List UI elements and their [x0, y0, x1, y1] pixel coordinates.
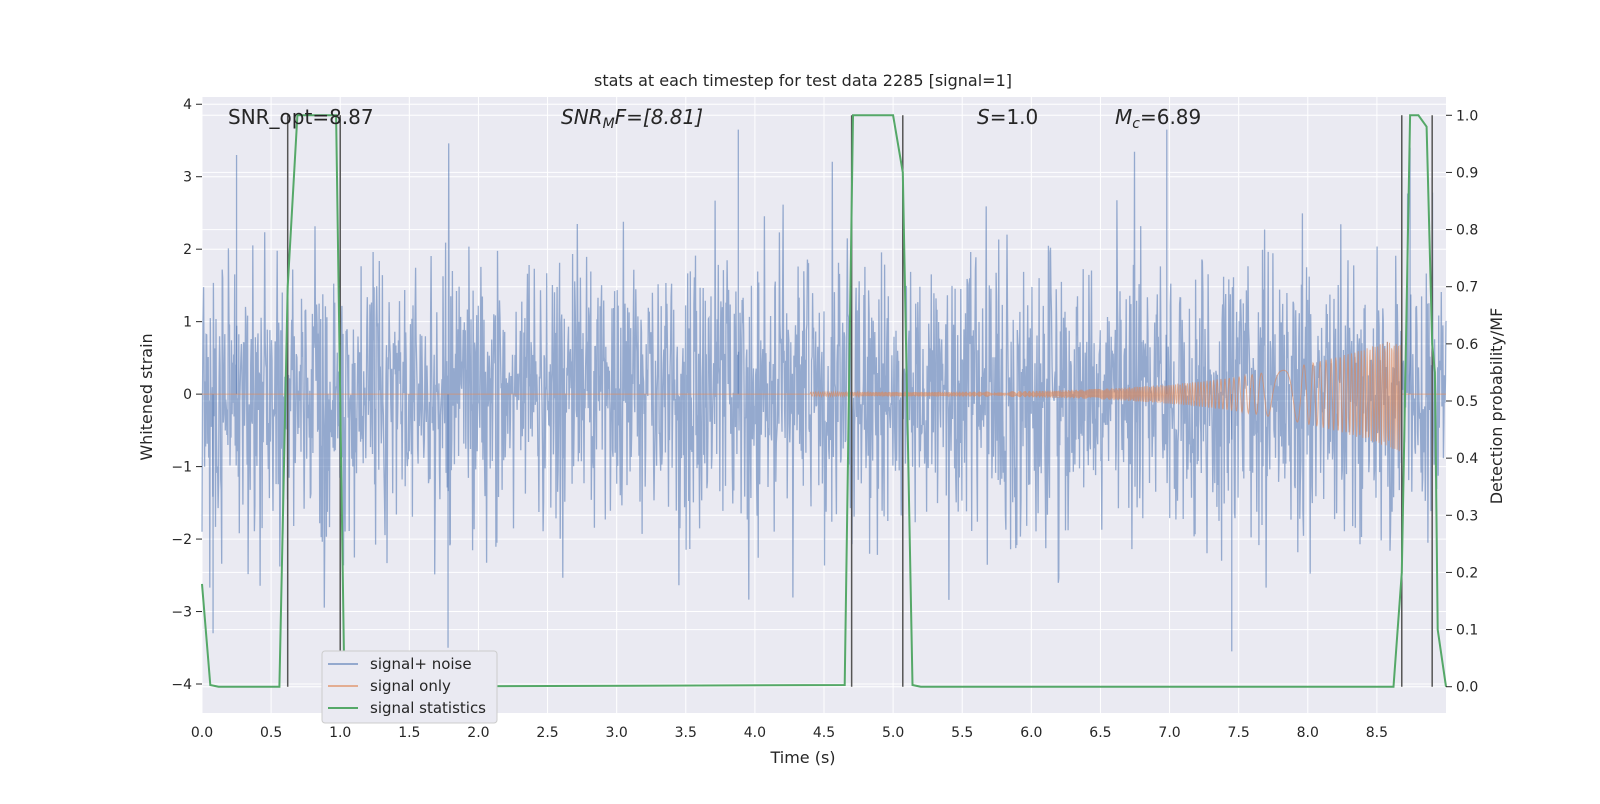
x-tick-label: 1.5 [398, 725, 420, 741]
y-tick-label: 3 [183, 170, 192, 186]
y2-tick-label: 0.1 [1456, 623, 1478, 639]
annotation-s-main: S [977, 105, 990, 129]
y2-tick-label: 0.8 [1456, 223, 1478, 239]
y2-tick-label: 0.6 [1456, 337, 1478, 353]
x-tick-label: 1.0 [329, 725, 351, 741]
annotation-mc-sub: c [1132, 116, 1140, 132]
x-tick-label: 2.5 [536, 725, 558, 741]
legend-box [321, 650, 498, 724]
x-tick-label: 2.0 [467, 725, 489, 741]
series-signal-noise [201, 129, 1447, 652]
x-tick-label: 6.5 [1089, 725, 1111, 741]
x-tick-label: 4.5 [813, 725, 835, 741]
x-tick-label: 0.5 [260, 725, 282, 741]
annotation-snr-opt: SNR_opt=8.87 [228, 105, 374, 129]
x-tick-label: 3.5 [675, 725, 697, 741]
y2-axis-label: Detection probability/MF [1487, 308, 1506, 505]
legend-label-signal-only: signal only [370, 677, 451, 695]
y-axis-label: Whitened strain [137, 333, 156, 460]
series-line-signal-statistics [201, 114, 1447, 688]
x-tick-label: 3.0 [606, 725, 628, 741]
x-axis-label: Time (s) [769, 748, 835, 767]
annotation-s-rest: =1.0 [990, 105, 1039, 129]
chart-title: stats at each timestep for test data 228… [594, 71, 1012, 90]
y2-tick-label: 0.9 [1456, 165, 1478, 181]
y-tick-label: 2 [183, 242, 192, 258]
y-tick-label: 0 [183, 387, 192, 403]
x-tick-label: 8.5 [1366, 725, 1388, 741]
x-tick-label: 4.0 [744, 725, 766, 741]
series-line-signal-only [202, 341, 1446, 452]
y2-tick-label: 0.4 [1456, 451, 1478, 467]
x-tick-label: 5.5 [951, 725, 973, 741]
y2-tick-label: 1.0 [1456, 108, 1478, 124]
y2-tick-label: 0.0 [1456, 680, 1478, 696]
y2-tick-label: 0.7 [1456, 280, 1478, 296]
x-tick-label: 7.0 [1158, 725, 1180, 741]
y-tick-label: −4 [171, 677, 192, 693]
x-tick-label: 8.0 [1297, 725, 1319, 741]
y-tick-label: 1 [183, 315, 192, 331]
annotation-s: S=1.0 [977, 105, 1038, 129]
legend-label-signal-statistics: signal statistics [370, 699, 486, 717]
annotation-mc-rest: =6.89 [1140, 105, 1201, 129]
y-tick-label: −2 [171, 532, 192, 548]
series-signal-only [202, 341, 1446, 452]
x-tick-label: 5.0 [882, 725, 904, 741]
annotation-snr-mf: SNRMF=[8.81] [561, 105, 703, 132]
y2-tick-label: 0.3 [1456, 508, 1478, 524]
annotation-mc: Mc=6.89 [1115, 105, 1201, 132]
legend-label-signal-noise: signal+ noise [370, 655, 472, 673]
x-tick-label: 0.0 [191, 725, 213, 741]
x-tick-label: 6.0 [1020, 725, 1042, 741]
y-tick-label: 4 [183, 97, 192, 113]
y-tick-label: −3 [171, 605, 192, 621]
legend: signal+ noise signal only signal statist… [321, 650, 498, 724]
axes: 0.0 0.5 1.0 1.5 2.0 2.5 3.0 3.5 4.0 4.5 5.0 5.5 6.0 6… [171, 97, 1478, 741]
annotation-snr-mf-sub: M [603, 116, 615, 132]
series-line-signal-noise [201, 143, 1447, 608]
x-tick-label: 7.5 [1228, 725, 1250, 741]
annotation-snr-mf-rest: F=[8.81] [615, 105, 703, 129]
y2-tick-label: 0.5 [1456, 394, 1478, 410]
series-signal-statistics [201, 114, 1447, 688]
y-tick-label: −1 [171, 460, 192, 476]
annotation-mc-main: M [1115, 105, 1132, 129]
y2-tick-label: 0.2 [1456, 565, 1478, 581]
annotation-snr-mf-main: SNR [561, 105, 603, 129]
